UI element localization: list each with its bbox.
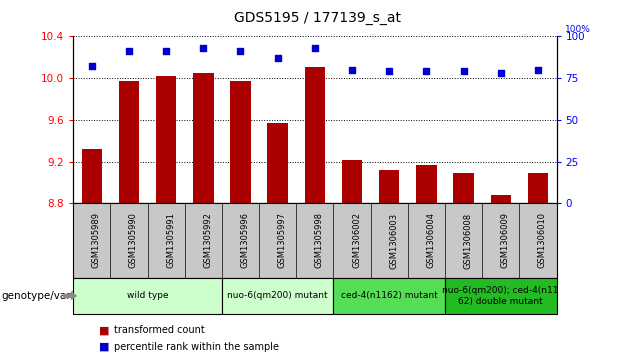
Point <box>124 48 134 54</box>
Point <box>459 69 469 74</box>
Text: GSM1306008: GSM1306008 <box>464 212 473 269</box>
Point <box>347 67 357 73</box>
Text: ■: ■ <box>99 325 109 335</box>
Text: GSM1306003: GSM1306003 <box>389 212 398 269</box>
Text: transformed count: transformed count <box>114 325 205 335</box>
Text: GSM1306010: GSM1306010 <box>538 212 547 269</box>
Text: GSM1305989: GSM1305989 <box>92 212 100 269</box>
Text: GSM1305997: GSM1305997 <box>278 212 287 269</box>
Text: GSM1306002: GSM1306002 <box>352 212 361 269</box>
Bar <box>490 195 511 203</box>
Point <box>198 45 209 51</box>
Text: GSM1305998: GSM1305998 <box>315 212 324 269</box>
Point <box>161 48 171 54</box>
Text: ced-4(n1162) mutant: ced-4(n1162) mutant <box>341 291 438 300</box>
Point <box>495 70 506 76</box>
Text: GSM1306009: GSM1306009 <box>501 212 509 269</box>
Text: GSM1305992: GSM1305992 <box>204 213 212 268</box>
Bar <box>379 170 399 203</box>
Bar <box>528 173 548 203</box>
Point <box>273 55 283 61</box>
Point <box>421 69 431 74</box>
Text: nuo-6(qm200) mutant: nuo-6(qm200) mutant <box>227 291 328 300</box>
Text: genotype/variation: genotype/variation <box>1 291 100 301</box>
Text: GSM1305990: GSM1305990 <box>129 213 138 268</box>
Bar <box>267 123 288 203</box>
Point <box>235 48 245 54</box>
Point <box>384 69 394 74</box>
Point <box>86 64 97 69</box>
Text: wild type: wild type <box>127 291 169 300</box>
Bar <box>193 73 214 203</box>
Text: percentile rank within the sample: percentile rank within the sample <box>114 342 279 352</box>
Text: GDS5195 / 177139_s_at: GDS5195 / 177139_s_at <box>235 11 401 25</box>
Text: ■: ■ <box>99 342 109 352</box>
Text: GSM1305991: GSM1305991 <box>166 213 175 268</box>
Bar <box>342 160 363 203</box>
Point <box>310 45 320 51</box>
Bar <box>119 81 139 203</box>
Point <box>533 67 543 73</box>
Bar <box>453 173 474 203</box>
Text: nuo-6(qm200); ced-4(n11
62) double mutant: nuo-6(qm200); ced-4(n11 62) double mutan… <box>443 286 559 306</box>
Bar <box>230 81 251 203</box>
Bar <box>156 76 176 203</box>
Text: GSM1305996: GSM1305996 <box>240 212 249 269</box>
Text: 100%: 100% <box>565 25 591 33</box>
Bar <box>416 165 436 203</box>
Bar <box>305 66 325 203</box>
Text: GSM1306004: GSM1306004 <box>426 212 436 269</box>
Bar <box>81 149 102 203</box>
